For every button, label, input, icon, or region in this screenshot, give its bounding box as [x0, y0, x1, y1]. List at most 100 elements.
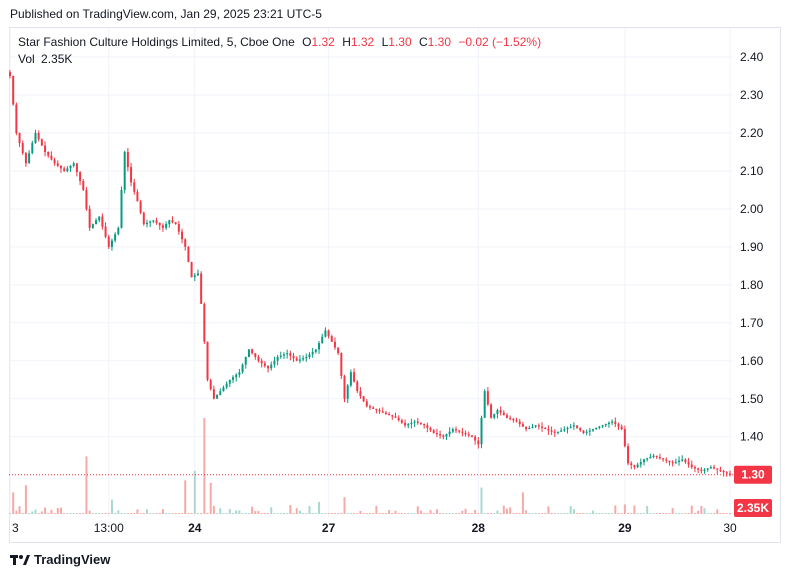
candle-body [432, 430, 435, 433]
volume-bar [353, 513, 356, 514]
volume-bar [206, 513, 209, 514]
volume-bar [165, 513, 168, 514]
candle-body [72, 163, 75, 166]
candle-body [627, 446, 630, 464]
candle-body [528, 427, 531, 430]
candle-body [483, 391, 486, 418]
candle-body [464, 432, 467, 435]
volume-bar [713, 513, 716, 514]
volume-bar [467, 513, 470, 514]
volume-bar [333, 513, 336, 514]
candle-body [566, 427, 569, 430]
volume-bar [525, 510, 528, 514]
candle-body [120, 189, 123, 228]
candle-body [404, 422, 407, 426]
candle-body [544, 427, 547, 430]
volume-bar [21, 513, 24, 514]
volume-bar [636, 513, 639, 514]
candle-body [82, 181, 85, 190]
candle-body [525, 426, 528, 430]
open-label: O [302, 35, 312, 49]
volume-bar [486, 513, 489, 514]
volume-bar [15, 510, 18, 514]
volume-bar [455, 513, 458, 514]
volume-bar [388, 510, 391, 514]
volume-bar [330, 513, 333, 514]
volume-bar [697, 510, 700, 514]
volume-bar [50, 509, 53, 514]
candle-body [171, 220, 174, 223]
x-tick-label: 30 [723, 521, 737, 535]
volume-bar [687, 513, 690, 514]
y-tick-label: 2.00 [740, 202, 764, 216]
x-tick-label: 3 [12, 521, 19, 535]
candle-body [75, 163, 78, 173]
candle-body [130, 167, 133, 183]
volume-bar [302, 513, 305, 514]
candle-body [713, 467, 716, 469]
candle-body [356, 381, 359, 392]
candle-body [455, 429, 458, 431]
candle-body [470, 435, 473, 437]
published-caption: Published on TradingView.com, Jan 29, 20… [10, 7, 322, 21]
candle-body [378, 410, 381, 412]
candle-body [190, 262, 193, 278]
candle-body [346, 385, 349, 399]
candle-body [330, 336, 333, 342]
y-tick-label: 1.50 [740, 392, 764, 406]
volume-bar [95, 513, 98, 514]
candle-body [136, 191, 139, 202]
candle-body [439, 434, 442, 436]
candle-body [340, 353, 343, 376]
volume-bar [461, 510, 464, 514]
x-tick-label: 24 [188, 521, 202, 535]
volume-bar [611, 513, 614, 514]
volume-bar [31, 511, 34, 514]
volume-bar [305, 513, 308, 514]
volume-bar [321, 513, 324, 514]
candle-body [620, 426, 623, 430]
candle-body [139, 201, 142, 213]
volume-bar [464, 508, 467, 514]
candle-body [467, 434, 470, 436]
volume-bar [244, 513, 247, 514]
volume-bar [470, 513, 473, 514]
volume-bar [136, 509, 139, 514]
candle-body [518, 421, 521, 425]
candle-body [595, 427, 598, 430]
volume-bar [142, 513, 145, 514]
tradingview-logo[interactable]: TradingView [10, 552, 110, 567]
candle-body [369, 406, 371, 408]
candle-body [104, 226, 107, 237]
candle-body [451, 429, 454, 432]
candle-body [31, 143, 34, 154]
candle-body [410, 422, 413, 425]
volume-bar [53, 513, 56, 514]
volume-bar [152, 513, 155, 514]
volume-bar [181, 513, 184, 514]
volume-bar [671, 508, 674, 514]
close-label: C [418, 35, 428, 49]
candle-body [678, 460, 681, 463]
volume-bar [553, 513, 556, 514]
candle-body [601, 425, 604, 427]
volume-bar [378, 513, 381, 514]
volume-bar [662, 513, 665, 514]
volume-bar [369, 513, 371, 514]
candle-body [553, 431, 556, 433]
volume-bar [681, 513, 684, 514]
x-tick-label: 28 [472, 521, 486, 535]
volume-bar [655, 513, 658, 514]
candle-body [212, 389, 215, 399]
candle-body [168, 220, 171, 225]
candle-body [697, 468, 700, 470]
volume-bar [381, 513, 384, 514]
candle-body [126, 151, 129, 168]
volume-bar [442, 513, 445, 514]
volume-bar [254, 511, 257, 514]
candle-body [152, 220, 155, 222]
volume-bar [117, 510, 120, 514]
candle-body [286, 353, 289, 355]
candle-body [725, 472, 728, 474]
